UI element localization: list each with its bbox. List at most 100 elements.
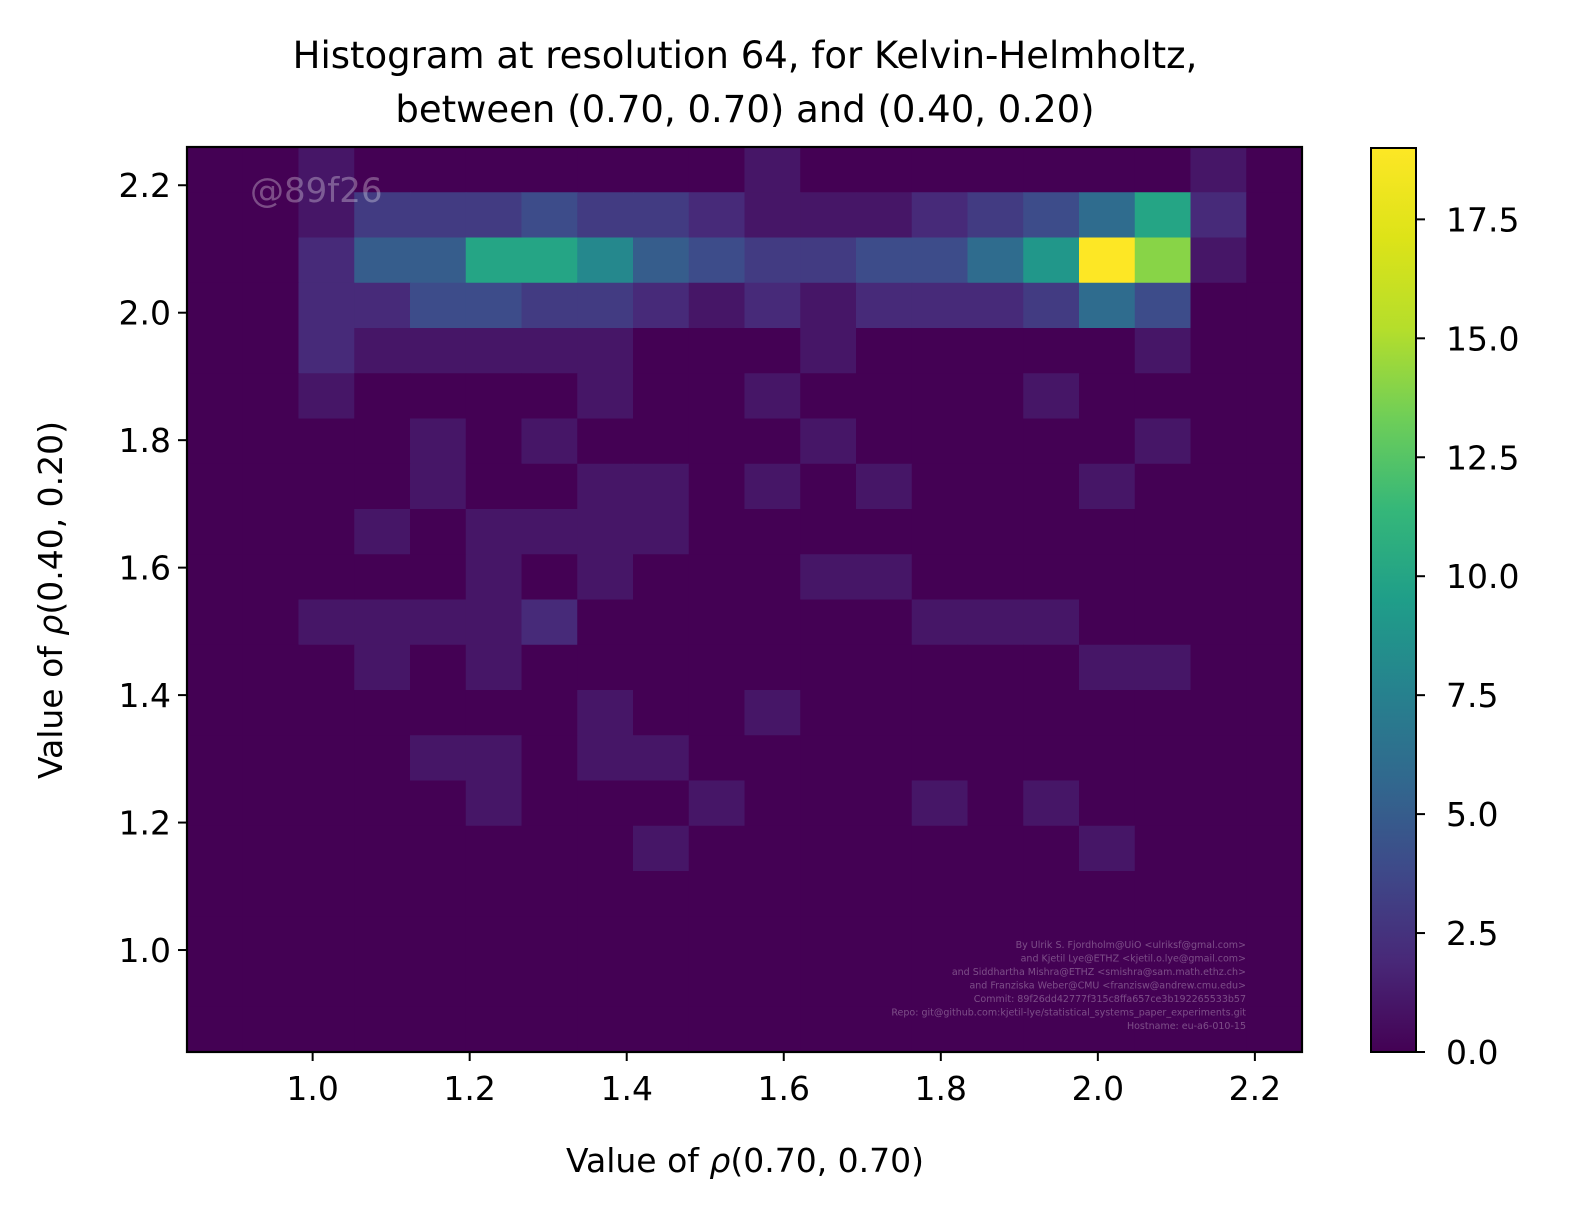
y-tick-label: 1.8 [119,421,171,460]
heatmap-cell [1190,1006,1247,1053]
heatmap-cell [410,871,467,917]
heatmap-cell [1023,328,1080,374]
heatmap-cell [298,192,355,239]
colorbar-tick-label: 5.0 [1446,795,1498,834]
heatmap-cell [1190,916,1247,963]
heatmap-cell [1246,1006,1303,1053]
heatmap-cell [1134,554,1192,601]
heatmap-cell [688,780,746,827]
heatmap-cell [354,871,411,917]
heatmap-cell [521,735,578,782]
heatmap-cell [1134,509,1192,555]
heatmap-cell [1190,735,1247,782]
heatmap-cell [856,599,913,646]
heatmap-cell [1190,282,1247,329]
heatmap-cell [688,509,746,555]
x-tick-label: 2.0 [1072,1069,1124,1108]
heatmap-cell [298,690,355,736]
heatmap-cell [354,282,411,329]
heatmap-cell [1134,871,1192,917]
heatmap-cell [242,916,300,963]
heatmap-cell [856,961,913,1008]
heatmap-cell [1023,825,1080,872]
heatmap-cell [744,961,801,1008]
heatmap-cell [298,373,355,420]
heatmap-cell [1134,961,1192,1008]
heatmap-cell [298,554,355,601]
heatmap-cell [633,192,690,239]
heatmap-cell [967,644,1024,691]
heatmap-cell [688,328,746,374]
heatmap-cell [967,961,1024,1008]
heatmap-cell [242,644,300,691]
heatmap-cell [1190,780,1247,827]
x-axis-label-prefix: Value of [566,1141,709,1180]
heatmap-cell [465,373,523,420]
heatmap-cell [911,871,969,917]
heatmap-cell [354,328,411,374]
y-tick-label: 1.4 [119,676,171,715]
colorbar-tick-label: 12.5 [1446,438,1519,477]
heatmap-cell [1246,871,1303,917]
heatmap-cell [354,1006,411,1053]
heatmap-cell [465,825,523,872]
heatmap-cell [1134,237,1192,284]
heatmap-cell [465,599,523,646]
heatmap-cells [187,147,1303,1053]
heatmap-cell [800,825,857,872]
heatmap-cell [744,554,801,601]
heatmap-cell [688,463,746,510]
heatmap-cell [1023,644,1080,691]
heatmap-cell [856,916,913,963]
heatmap-cell [1134,780,1192,827]
heatmap-cell [521,780,578,827]
heatmap-cell [1246,916,1303,963]
heatmap-cell [577,509,634,555]
heatmap-cell [800,644,857,691]
heatmap-cell [521,192,578,239]
heatmap-cell [688,192,746,239]
heatmap-cell [1079,961,1136,1008]
heatmap-cell [187,192,244,239]
y-tick-label: 2.2 [119,166,171,205]
heatmap-cell [242,282,300,329]
heatmap-cell [911,599,969,646]
heatmap-cell [633,825,690,872]
heatmap-cell [187,780,244,827]
heatmap-cell [800,780,857,827]
heatmap-cell [354,825,411,872]
heatmap-cell [1023,192,1080,239]
credits-line: and Kjetil Lye@ETHZ <kjetil.o.lye@gmail.… [1021,954,1246,965]
heatmap-cell [1246,780,1303,827]
heatmap-cell [633,418,690,465]
heatmap-cell [800,418,857,465]
heatmap-cell [1079,237,1136,284]
heatmap-cell [633,373,690,420]
heatmap-cell [744,147,801,193]
heatmap-cell [521,690,578,736]
heatmap-cell [688,644,746,691]
heatmap-cell [1246,599,1303,646]
heatmap-cell [744,690,801,736]
heatmap-cell [577,961,634,1008]
heatmap-cell [1079,554,1136,601]
heatmap-cell [187,871,244,917]
heatmap-cell [465,192,523,239]
heatmap-cell [410,780,467,827]
heatmap-cell [744,599,801,646]
heatmap-cell [1190,644,1247,691]
heatmap-cell [521,871,578,917]
heatmap-cell [242,192,300,239]
heatmap-cell [1079,916,1136,963]
heatmap-cell [856,780,913,827]
heatmap-cell [354,644,411,691]
heatmap-cell [688,735,746,782]
heatmap-cell [688,871,746,917]
heatmap-cell [688,282,746,329]
heatmap-cell [1023,1006,1080,1053]
heatmap-cell [1246,192,1303,239]
heatmap-cell [744,237,801,284]
heatmap-cell [187,644,244,691]
heatmap-cell [911,282,969,329]
heatmap-cell [688,237,746,284]
